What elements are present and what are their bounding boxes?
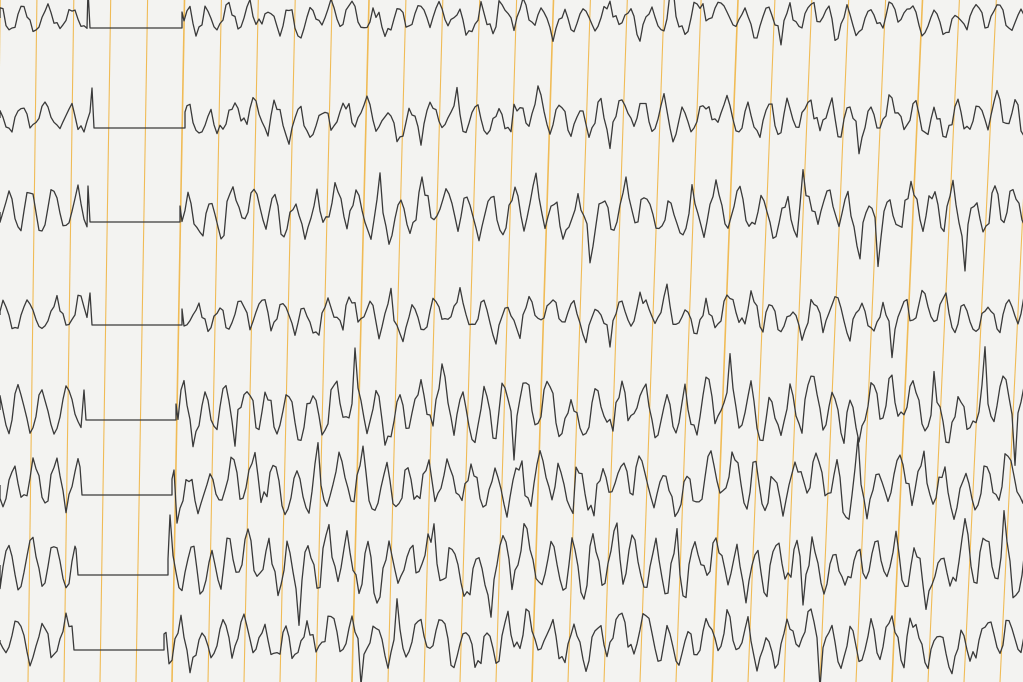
grid-line xyxy=(423,0,444,682)
eeg-trace-channel-8 xyxy=(0,598,1023,682)
grid-line xyxy=(891,0,924,682)
eeg-trace-channel-6 xyxy=(0,436,1023,524)
eeg-trace-channel-3 xyxy=(0,169,1023,272)
eeg-trace-channel-2 xyxy=(0,85,1023,155)
eeg-trace-channel-1 xyxy=(0,0,1023,46)
grid-line xyxy=(747,0,776,682)
eeg-trace-channel-5 xyxy=(0,346,1023,466)
grid-line xyxy=(351,0,370,682)
grid-line xyxy=(279,0,296,682)
grid-line xyxy=(27,0,38,682)
grid-line xyxy=(171,0,186,682)
grid-line xyxy=(675,0,702,682)
grid-line xyxy=(459,0,481,682)
grid-line xyxy=(531,0,555,682)
grid-line xyxy=(711,0,739,682)
grid-line xyxy=(99,0,112,682)
grid-line xyxy=(639,0,665,682)
grid-line xyxy=(387,0,407,682)
grid-line xyxy=(999,198,1023,682)
grid-line xyxy=(819,0,850,682)
grid-line xyxy=(135,0,149,682)
eeg-trace-channel-7 xyxy=(0,510,1023,626)
grid-line xyxy=(207,0,222,682)
grid-line xyxy=(315,0,333,682)
eeg-trace-channel-4 xyxy=(0,283,1023,359)
grid-line xyxy=(855,0,887,682)
grid-line xyxy=(963,0,997,682)
grid-line xyxy=(567,0,591,682)
grid-line xyxy=(243,0,259,682)
grid-line xyxy=(783,0,813,682)
grid-line xyxy=(63,0,75,682)
